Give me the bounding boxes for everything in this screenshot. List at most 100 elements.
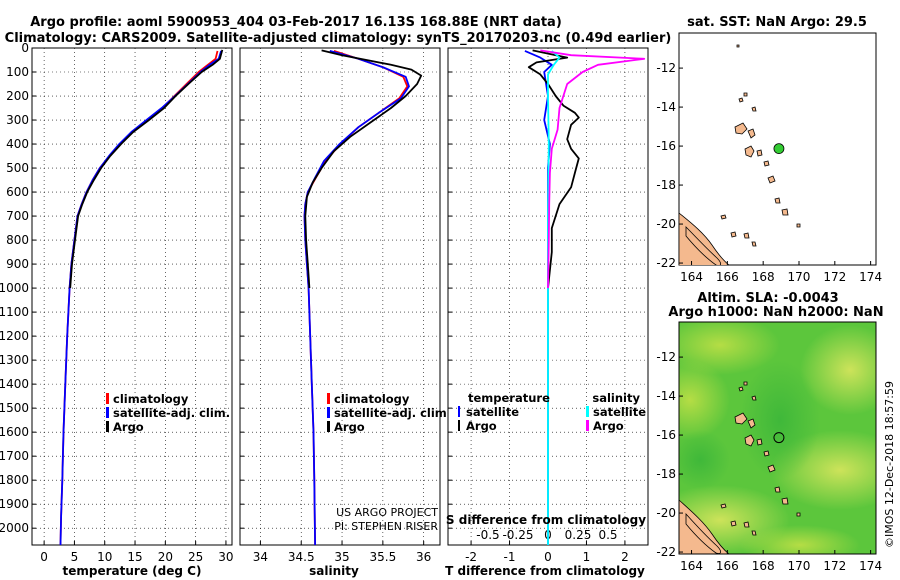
loyalty-island <box>743 232 750 239</box>
legend-temperature-title: temperature <box>468 391 550 405</box>
lat-tick-label: -18 <box>656 178 676 192</box>
x-tick-label: 30 <box>218 550 233 564</box>
island <box>738 386 744 392</box>
loyalty-island <box>743 521 750 528</box>
lon-tick-label: 174 <box>859 270 882 284</box>
depth-tick-label: 1400 <box>0 377 29 391</box>
x-tick-label: 0 <box>40 550 48 564</box>
s-tick-label: -0.25 <box>502 528 533 542</box>
series-argo <box>304 49 423 289</box>
t-difference-tick-labels: -2 -1 0 1 2 <box>465 550 629 564</box>
legend-argo-swatch <box>327 421 330 432</box>
lon-tick-label: 172 <box>823 559 846 573</box>
lon-tick-label: 170 <box>788 559 811 573</box>
salinity-tick-labels: 34 34.5 35 35.5 36 <box>253 550 432 564</box>
sla-map-title-line2: Argo h1000: NaN h2000: NaN <box>668 305 883 320</box>
island <box>738 97 744 103</box>
loyalty-island <box>720 214 727 220</box>
legend-t-argo-label: Argo <box>466 419 497 433</box>
loyalty-island <box>720 503 727 509</box>
argo-float-marker <box>773 143 785 155</box>
argo-float-marker <box>773 432 785 444</box>
sla-field <box>679 322 876 554</box>
tanna-island <box>781 208 789 216</box>
island <box>796 512 801 517</box>
lon-tick-label: 170 <box>788 270 811 284</box>
lat-tick-label: -20 <box>656 217 676 231</box>
depth-tick-label: 1900 <box>0 497 29 511</box>
lat-tick-label: -14 <box>656 100 676 114</box>
legend-satellite-swatch <box>106 407 109 418</box>
island <box>751 395 757 401</box>
legend-satellite-label: satellite-adj. clim. <box>113 406 230 420</box>
s-tick-label: -0.5 <box>476 528 499 542</box>
depth-tick-label: 1100 <box>0 305 29 319</box>
depth-tick-label: 600 <box>6 185 29 199</box>
legend-climatology-label: climatology <box>113 392 189 406</box>
temperature-xlabel: temperature (deg C) <box>63 564 202 578</box>
depth-tick-label: 2000 <box>0 521 29 535</box>
salinity-series <box>303 49 423 546</box>
espiritu-santo-island <box>734 122 748 135</box>
lat-tick-label: -18 <box>656 467 676 481</box>
legend-argo-label: Argo <box>113 420 144 434</box>
legend-argo-label: Argo <box>334 420 365 434</box>
t-difference-xlabel: T difference from climatology <box>445 564 645 578</box>
legend-s-satellite-label: satellite <box>593 405 646 419</box>
temperature-panel: 0100200300400500600700800900100011001200… <box>0 41 234 578</box>
new-caledonia-landmass <box>679 212 730 265</box>
lat-tick-label: -20 <box>656 506 676 520</box>
depth-tick-label: 0 <box>21 41 29 55</box>
depth-tick-labels: 0 100 200 300 400 500 600 700 800 900 1000 1100 1200… <box>0 41 29 535</box>
legend-climatology-label: climatology <box>334 392 410 406</box>
x-tick-label: 0 <box>544 550 552 564</box>
lat-tick-label: -16 <box>656 139 676 153</box>
legend-s-satellite-swatch <box>586 406 589 417</box>
legend-climatology-swatch <box>327 393 330 404</box>
efate-island <box>767 175 776 184</box>
project-credit-line2: PI: STEPHEN RISER <box>334 520 438 533</box>
depth-tick-label: 700 <box>6 209 29 223</box>
island <box>751 530 757 536</box>
island <box>747 128 756 139</box>
island <box>763 160 770 167</box>
depth-tick-label: 300 <box>6 113 29 127</box>
difference-series <box>524 49 646 545</box>
salinity-panel: 34 34.5 35 35.5 36 salinity climatology sate… <box>239 47 451 578</box>
lon-tick-label: 166 <box>716 270 739 284</box>
lon-tick-label: 164 <box>680 559 703 573</box>
efate-island <box>767 464 776 473</box>
island <box>756 438 763 446</box>
island <box>756 149 763 157</box>
depth-tick-label: 500 <box>6 161 29 175</box>
sla-map-tick-labels: 164 166 168 170 172 174 -12 -14 -16 -18 -20 -22 <box>656 350 882 573</box>
x-tick-label: 5 <box>71 550 79 564</box>
depth-tick-label: 1700 <box>0 449 29 463</box>
s-tick-label: 0.25 <box>565 528 592 542</box>
sla-map-frame <box>678 321 877 555</box>
new-caledonia-landmass <box>679 499 730 554</box>
island <box>751 241 757 247</box>
lon-tick-label: 164 <box>680 270 703 284</box>
loyalty-island <box>730 520 737 527</box>
tanna-island <box>781 497 789 505</box>
series-t-argo <box>527 49 580 289</box>
sst-map-title: sat. SST: NaN Argo: 29.5 <box>687 15 867 30</box>
espiritu-santo-island <box>734 412 748 425</box>
lat-tick-label: -22 <box>656 545 676 559</box>
project-credit-line1: US ARGO PROJECT <box>336 506 438 519</box>
x-tick-label: 1 <box>583 550 591 564</box>
s-tick-label: 0.5 <box>598 528 617 542</box>
x-tick-label: 34 <box>253 550 268 564</box>
depth-tick-label: 800 <box>6 233 29 247</box>
temperature-grid <box>32 47 232 545</box>
malekula-island <box>744 145 755 158</box>
depth-tick-label: 1200 <box>0 329 29 343</box>
island <box>774 197 781 204</box>
x-tick-label: 15 <box>127 550 142 564</box>
series-argo <box>69 49 224 289</box>
legend-t-satellite-swatch <box>458 406 460 417</box>
difference-legend: temperature salinity satellite Argo sate… <box>458 391 646 433</box>
x-tick-label: 20 <box>158 550 173 564</box>
